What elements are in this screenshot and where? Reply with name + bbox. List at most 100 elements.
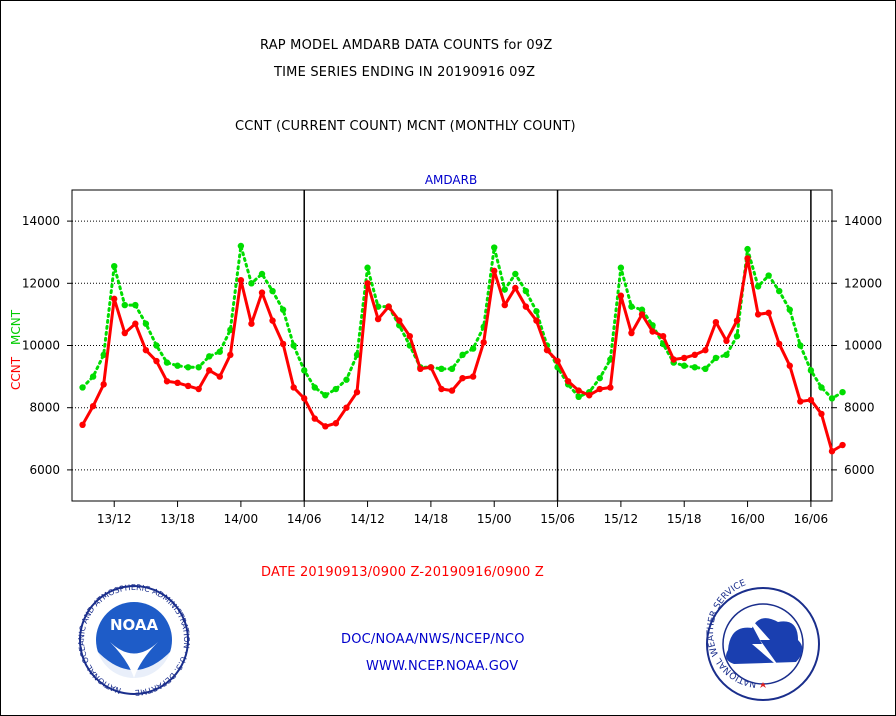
ccnt-point <box>258 289 266 296</box>
series-ccnt <box>79 255 846 455</box>
ccnt-point <box>195 385 202 393</box>
y-tick-label-left: 6000 <box>29 463 60 477</box>
ncep-url-link[interactable]: WWW.NCEP.NOAA.GOV <box>366 659 519 674</box>
mcnt-point <box>227 326 234 334</box>
ccnt-point <box>459 374 466 382</box>
y-tick-label-right: 6000 <box>844 463 875 477</box>
ccnt-point <box>512 284 519 292</box>
ccnt-point <box>723 337 730 345</box>
ccnt-point <box>491 267 498 275</box>
ccnt-point <box>79 421 86 429</box>
gridlines <box>72 220 832 471</box>
mcnt-point <box>797 342 804 349</box>
mcnt-point <box>712 354 720 362</box>
ccnt-point <box>111 295 118 303</box>
mcnt-point <box>469 345 477 352</box>
mcnt-point <box>438 365 445 373</box>
ccnt-point <box>227 351 234 359</box>
ccnt-point <box>438 385 445 393</box>
x-axis-ticks: 13/12 13/18 14/00 14/06 14/12 14/18 15/00 15/06… <box>97 501 828 526</box>
mcnt-point <box>248 280 255 287</box>
mcnt-point <box>638 306 646 313</box>
ccnt-point <box>290 384 297 391</box>
ccnt-point <box>818 410 825 418</box>
mcnt-point <box>121 301 128 309</box>
ccnt-point <box>638 311 646 318</box>
ccnt-point <box>807 396 815 404</box>
ccnt-point <box>839 441 846 449</box>
mcnt-point <box>533 308 540 315</box>
mcnt-point <box>681 362 688 369</box>
mcnt-point <box>723 351 730 359</box>
x-tick-label: 13/12 <box>97 512 132 526</box>
ccnt-point <box>332 420 340 427</box>
mcnt-point <box>744 245 751 253</box>
mcnt-point <box>353 351 361 359</box>
y-tick-label-left: 12000 <box>22 276 60 290</box>
mcnt-point <box>818 384 825 391</box>
ccnt-point <box>206 367 213 374</box>
mcnt-point <box>596 374 603 382</box>
y-tick-label-right: 12000 <box>844 276 882 290</box>
y-tick-label-left: 14000 <box>22 214 60 228</box>
mcnt-point <box>776 287 783 295</box>
mcnt-point <box>153 342 160 349</box>
ccnt-point <box>469 373 477 380</box>
ccnt-point <box>174 379 181 387</box>
ccnt-point <box>786 362 793 369</box>
mcnt-point <box>691 364 698 371</box>
mcnt-point <box>491 244 498 251</box>
mcnt-point <box>322 392 329 399</box>
y-tick-label-left: 10000 <box>22 339 60 353</box>
ccnt-point <box>216 373 223 380</box>
series-mcnt <box>79 242 846 402</box>
y-axis-ticks: 6000 6000 8000 8000 10000 10000 12000 12000 1400… <box>22 214 882 477</box>
mcnt-point <box>617 264 625 271</box>
ccnt-point <box>374 315 382 323</box>
ccnt-point <box>564 378 572 385</box>
ccnt-point <box>301 395 308 402</box>
plot-title: AMDARB <box>425 173 477 187</box>
chart-title-line2: TIME SERIES ENDING IN 20190916 09Z <box>274 65 536 80</box>
ccnt-point <box>248 320 255 327</box>
org-line: DOC/NOAA/NWS/NCEP/NCO <box>341 632 525 647</box>
mcnt-point <box>807 367 815 374</box>
x-tick-label: 14/00 <box>224 512 259 526</box>
ccnt-point <box>322 423 329 430</box>
mcnt-point <box>163 359 171 366</box>
ccnt-point <box>754 311 762 318</box>
mcnt-point <box>512 270 519 278</box>
ccnt-point <box>554 357 561 365</box>
mcnt-point <box>374 303 382 310</box>
mcnt-point <box>459 351 466 359</box>
ccnt-point <box>448 387 456 394</box>
mcnt-point <box>89 373 97 380</box>
mcnt-point <box>332 385 340 393</box>
ccnt-point <box>427 364 435 371</box>
ccnt-point <box>385 303 392 310</box>
mcnt-point <box>343 376 350 383</box>
mcnt-point <box>828 395 836 402</box>
ccnt-point <box>733 317 741 324</box>
ccnt-point <box>607 384 614 391</box>
y-axis-label-ccnt: CCNT <box>9 356 23 390</box>
ccnt-point <box>575 387 582 394</box>
x-tick-label: 16/00 <box>730 512 765 526</box>
mcnt-point <box>301 367 308 374</box>
mcnt-point <box>184 364 192 371</box>
mcnt-point <box>258 270 266 278</box>
mcnt-point <box>79 384 86 391</box>
ccnt-point <box>417 365 424 373</box>
day-boundary-lines <box>303 190 812 501</box>
mcnt-point <box>501 286 508 293</box>
ccnt-point <box>712 318 720 326</box>
ccnt-point <box>501 301 508 309</box>
ccnt-point <box>163 378 171 385</box>
ccnt-point <box>596 385 603 393</box>
ccnt-point <box>744 255 751 262</box>
ccnt-point <box>142 346 150 354</box>
ccnt-point <box>480 339 487 346</box>
ccnt-point <box>184 382 192 390</box>
mcnt-point <box>754 283 762 290</box>
